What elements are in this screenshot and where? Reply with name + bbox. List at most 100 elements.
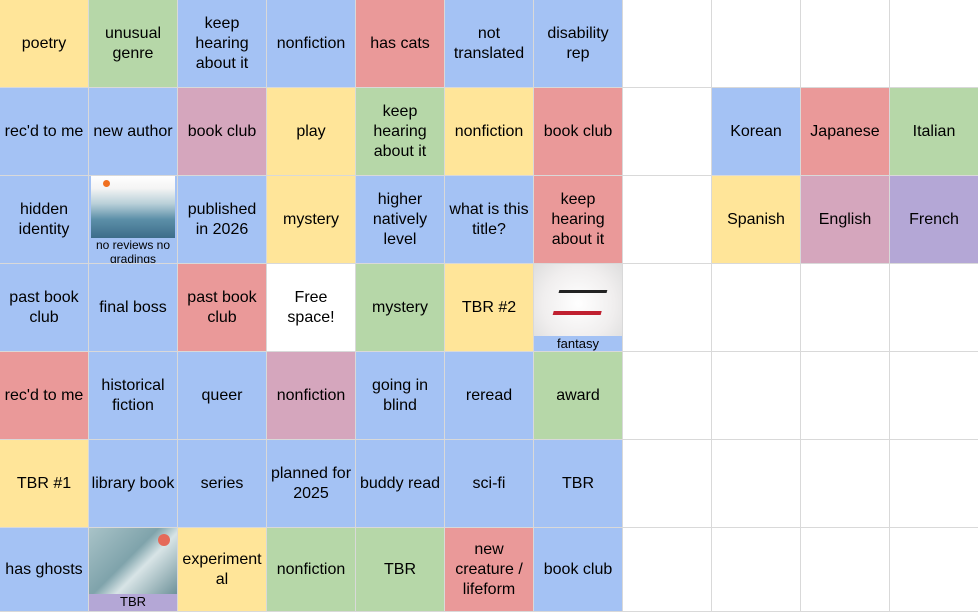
cell-label: unusual genre	[104, 24, 162, 62]
grid-cell[interactable]: keep hearing about it	[356, 88, 445, 176]
grid-cell[interactable]: TBR #1	[0, 440, 89, 528]
grid-cell[interactable]: poetry	[0, 0, 89, 88]
cell-label: final boss	[99, 298, 167, 316]
grid-cell[interactable]: nonfiction	[267, 0, 356, 88]
empty-cell[interactable]	[623, 528, 712, 612]
grid-cell[interactable]: TBR	[534, 440, 623, 528]
cell-label: Korean	[730, 122, 782, 140]
cell-label: what is this title?	[449, 200, 529, 238]
grid-cell[interactable]: rec'd to me	[0, 352, 89, 440]
grid-cell[interactable]: book club	[178, 88, 267, 176]
cell-label: mystery	[372, 298, 428, 316]
grid-cell[interactable]: new author	[89, 88, 178, 176]
grid-cell[interactable]: nonfiction	[445, 88, 534, 176]
grid-cell[interactable]: what is this title?	[445, 176, 534, 264]
grid-cell[interactable]: new creature / lifeform	[445, 528, 534, 612]
grid-cell[interactable]: nonfiction	[267, 352, 356, 440]
cell-label: Japanese	[810, 122, 880, 140]
grid-cell[interactable]: mystery	[356, 264, 445, 352]
empty-cell[interactable]	[623, 88, 712, 176]
grid-cell[interactable]: queer	[178, 352, 267, 440]
grid-cell[interactable]: has ghosts	[0, 528, 89, 612]
empty-cell[interactable]	[712, 0, 801, 88]
empty-cell[interactable]	[890, 528, 978, 612]
grid-cell[interactable]: rec'd to me	[0, 88, 89, 176]
grid-cell[interactable]: series	[178, 440, 267, 528]
grid-cell[interactable]: fantasy	[534, 264, 623, 352]
empty-cell[interactable]	[712, 528, 801, 612]
cell-label: play	[296, 122, 326, 140]
grid-cell[interactable]: buddy read	[356, 440, 445, 528]
grid-cell[interactable]: unusual genre	[89, 0, 178, 88]
grid-cell[interactable]: keep hearing about it	[178, 0, 267, 88]
grid-cell[interactable]: library book	[89, 440, 178, 528]
grid-cell[interactable]: planned for 2025	[267, 440, 356, 528]
grid-cell[interactable]: going in blind	[356, 352, 445, 440]
empty-cell[interactable]	[890, 352, 978, 440]
grid-cell[interactable]: experimental	[178, 528, 267, 612]
grid-cell[interactable]: published in 2026	[178, 176, 267, 264]
empty-cell[interactable]	[801, 0, 890, 88]
empty-cell[interactable]	[623, 176, 712, 264]
empty-cell[interactable]	[890, 0, 978, 88]
grid-cell[interactable]: TBR	[356, 528, 445, 612]
grid-cell[interactable]: past book club	[0, 264, 89, 352]
cell-label: TBR	[562, 474, 594, 492]
grid-cell[interactable]: book club	[534, 528, 623, 612]
grid-cell[interactable]: final boss	[89, 264, 178, 352]
cell-label: higher natively level	[372, 190, 428, 248]
cell-label: historical fiction	[101, 376, 165, 414]
cell-label: hidden identity	[18, 200, 70, 238]
grid-cell[interactable]: Italian	[890, 88, 978, 176]
grid-cell[interactable]: English	[801, 176, 890, 264]
grid-cell[interactable]: sci-fi	[445, 440, 534, 528]
empty-cell[interactable]	[712, 352, 801, 440]
grid-cell[interactable]: Spanish	[712, 176, 801, 264]
grid-cell[interactable]: French	[890, 176, 978, 264]
empty-cell[interactable]	[623, 440, 712, 528]
grid-cell[interactable]: hidden identity	[0, 176, 89, 264]
book-cover-image	[89, 528, 177, 594]
grid-cell[interactable]: Korean	[712, 88, 801, 176]
grid-cell[interactable]: award	[534, 352, 623, 440]
empty-cell[interactable]	[623, 264, 712, 352]
empty-cell[interactable]	[890, 264, 978, 352]
cell-label: rec'd to me	[4, 122, 84, 140]
grid-cell[interactable]: keep hearing about it	[534, 176, 623, 264]
grid-cell[interactable]: has cats	[356, 0, 445, 88]
grid-cell[interactable]: Free space!	[267, 264, 356, 352]
grid-cell[interactable]: historical fiction	[89, 352, 178, 440]
grid-cell[interactable]: higher natively level	[356, 176, 445, 264]
empty-cell[interactable]	[890, 440, 978, 528]
grid-cell[interactable]: book club	[534, 88, 623, 176]
grid-cell[interactable]: disability rep	[534, 0, 623, 88]
empty-cell[interactable]	[801, 352, 890, 440]
grid-cell[interactable]: TBR #2	[445, 264, 534, 352]
cell-label: French	[909, 210, 959, 228]
cell-label: nonfiction	[276, 386, 346, 404]
grid-cell[interactable]: no reviews no gradings	[89, 176, 178, 264]
grid-cell[interactable]: nonfiction	[267, 528, 356, 612]
grid-cell[interactable]: past book club	[178, 264, 267, 352]
empty-cell[interactable]	[801, 440, 890, 528]
empty-cell[interactable]	[712, 440, 801, 528]
grid-cell[interactable]: TBR	[89, 528, 178, 612]
cell-label: has cats	[370, 34, 430, 52]
grid-cell[interactable]: mystery	[267, 176, 356, 264]
grid-cell[interactable]: Japanese	[801, 88, 890, 176]
empty-cell[interactable]	[801, 528, 890, 612]
cell-label: library book	[91, 474, 175, 492]
cell-label: TBR	[384, 560, 416, 578]
empty-cell[interactable]	[801, 264, 890, 352]
cell-label: fantasy	[557, 336, 599, 351]
empty-cell[interactable]	[623, 0, 712, 88]
grid-cell[interactable]: not translated	[445, 0, 534, 88]
cell-label: Spanish	[727, 210, 785, 228]
cell-label: series	[200, 474, 244, 492]
grid-cell[interactable]: reread	[445, 352, 534, 440]
grid-cell[interactable]: play	[267, 88, 356, 176]
empty-cell[interactable]	[712, 264, 801, 352]
empty-cell[interactable]	[623, 352, 712, 440]
book-cover-image	[91, 176, 175, 238]
